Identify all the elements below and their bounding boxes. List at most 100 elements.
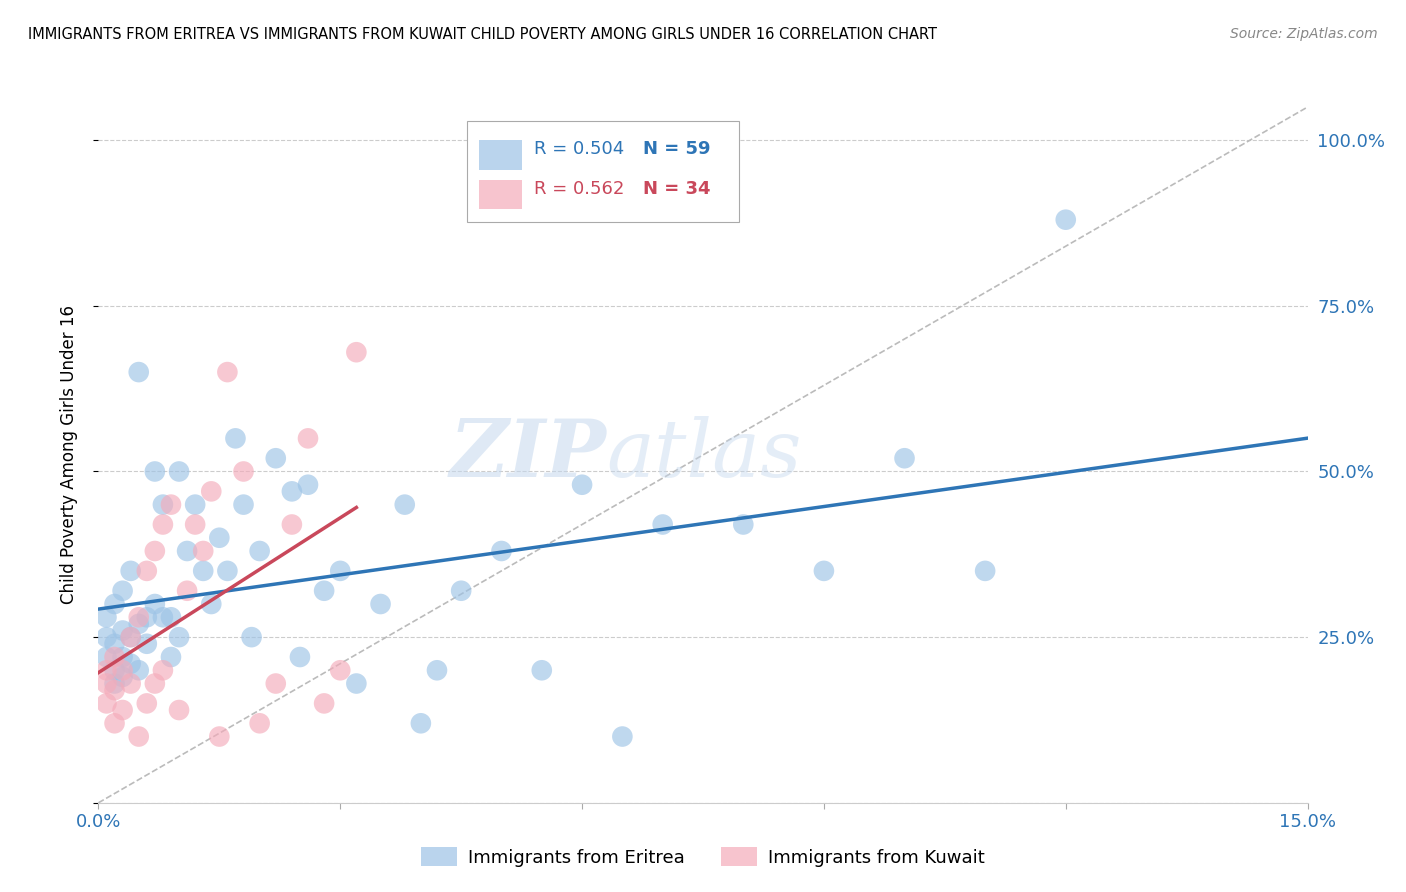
Point xyxy=(612,730,634,744)
Point xyxy=(103,676,125,690)
Point xyxy=(733,517,755,532)
Point xyxy=(128,610,150,624)
Point xyxy=(111,650,134,665)
Point xyxy=(232,498,254,512)
FancyBboxPatch shape xyxy=(467,121,740,222)
Point xyxy=(111,670,134,684)
Point xyxy=(120,630,142,644)
Point xyxy=(193,564,215,578)
Point xyxy=(111,663,134,677)
Point xyxy=(314,583,336,598)
Point xyxy=(96,663,118,677)
Point xyxy=(491,544,513,558)
Point xyxy=(329,564,352,578)
Point xyxy=(135,697,157,711)
Point xyxy=(103,637,125,651)
Point xyxy=(370,597,392,611)
Point xyxy=(103,663,125,677)
Point xyxy=(409,716,432,731)
Point xyxy=(281,484,304,499)
Text: N = 59: N = 59 xyxy=(643,140,710,158)
Point xyxy=(571,477,593,491)
Point xyxy=(176,544,198,558)
Text: N = 34: N = 34 xyxy=(643,180,710,198)
Point xyxy=(103,683,125,698)
Point xyxy=(240,630,263,644)
Point xyxy=(184,517,207,532)
Point xyxy=(111,583,134,598)
Point xyxy=(184,498,207,512)
Point xyxy=(208,730,231,744)
Point xyxy=(193,544,215,558)
Point xyxy=(249,544,271,558)
Text: R = 0.504: R = 0.504 xyxy=(534,140,624,158)
Point xyxy=(143,465,166,479)
Point xyxy=(96,610,118,624)
Legend: Immigrants from Eritrea, Immigrants from Kuwait: Immigrants from Eritrea, Immigrants from… xyxy=(413,840,993,874)
Point xyxy=(128,616,150,631)
Point xyxy=(120,676,142,690)
Point xyxy=(143,676,166,690)
Point xyxy=(96,676,118,690)
Point xyxy=(143,597,166,611)
FancyBboxPatch shape xyxy=(479,180,522,210)
Point xyxy=(281,517,304,532)
Point xyxy=(111,624,134,638)
Point xyxy=(167,630,190,644)
Point xyxy=(264,676,287,690)
Text: IMMIGRANTS FROM ERITREA VS IMMIGRANTS FROM KUWAIT CHILD POVERTY AMONG GIRLS UNDE: IMMIGRANTS FROM ERITREA VS IMMIGRANTS FR… xyxy=(28,27,938,42)
Point xyxy=(344,676,367,690)
Point xyxy=(394,498,416,512)
Point xyxy=(135,564,157,578)
Point xyxy=(167,465,190,479)
Point xyxy=(103,650,125,665)
Point xyxy=(96,630,118,644)
Point xyxy=(120,564,142,578)
Point xyxy=(135,637,157,651)
Point xyxy=(813,564,835,578)
Point xyxy=(176,583,198,598)
Point xyxy=(135,610,157,624)
Point xyxy=(224,431,246,445)
Point xyxy=(167,703,190,717)
Point xyxy=(329,663,352,677)
Point xyxy=(530,663,553,677)
Point xyxy=(128,663,150,677)
Point xyxy=(297,477,319,491)
Text: ZIP: ZIP xyxy=(450,417,606,493)
Point xyxy=(160,610,183,624)
Point xyxy=(103,716,125,731)
Point xyxy=(217,564,239,578)
Point xyxy=(297,431,319,445)
Point xyxy=(96,650,118,665)
Point xyxy=(128,730,150,744)
Point xyxy=(264,451,287,466)
Point xyxy=(314,697,336,711)
Point xyxy=(217,365,239,379)
Point xyxy=(450,583,472,598)
Point xyxy=(160,498,183,512)
Point xyxy=(128,365,150,379)
Point xyxy=(288,650,311,665)
Point xyxy=(893,451,915,466)
Text: Source: ZipAtlas.com: Source: ZipAtlas.com xyxy=(1230,27,1378,41)
Point xyxy=(120,657,142,671)
Point xyxy=(426,663,449,677)
Point xyxy=(103,597,125,611)
Point xyxy=(96,697,118,711)
Y-axis label: Child Poverty Among Girls Under 16: Child Poverty Among Girls Under 16 xyxy=(59,305,77,605)
Point xyxy=(651,517,673,532)
Point xyxy=(200,597,222,611)
Point xyxy=(152,663,174,677)
Point xyxy=(160,650,183,665)
Point xyxy=(208,531,231,545)
Point xyxy=(200,484,222,499)
Point xyxy=(152,610,174,624)
Point xyxy=(152,498,174,512)
Text: R = 0.562: R = 0.562 xyxy=(534,180,624,198)
Point xyxy=(152,517,174,532)
Point xyxy=(143,544,166,558)
Point xyxy=(111,703,134,717)
Point xyxy=(974,564,997,578)
Point xyxy=(249,716,271,731)
